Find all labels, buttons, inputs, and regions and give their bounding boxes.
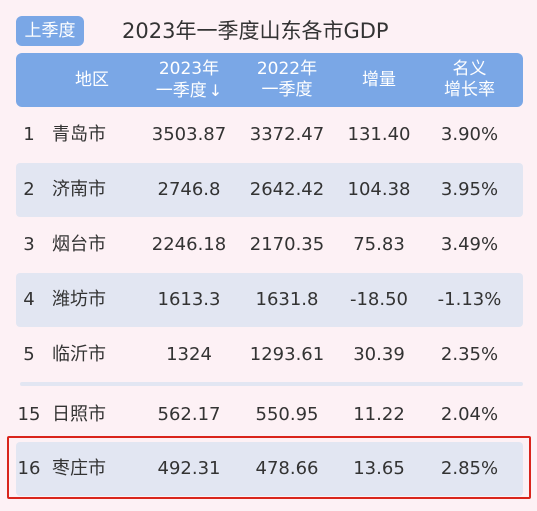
growth-rate-cell: 3.95%	[440, 179, 499, 200]
gdp-2023-cell: 2746.8	[157, 179, 221, 200]
gdp-2023-cell: 1324	[166, 344, 212, 365]
gdp-2022-cell: 3372.47	[249, 124, 325, 145]
increase-cell: 30.39	[353, 344, 405, 365]
header-2022-line2: 一季度	[261, 80, 313, 100]
increase-cell: 131.40	[347, 124, 411, 145]
table-row: 15 日照市 562.17 550.95 11.22 2.04%	[16, 388, 523, 442]
gdp-2022-cell: 478.66	[255, 458, 319, 479]
header-region[interactable]: 地区	[75, 69, 109, 90]
table-header: 地区 2023年 一季度 ↓ 2022年 一季度 增量 名义 增长率	[16, 53, 523, 107]
growth-rate-cell: 2.04%	[440, 404, 499, 425]
highlight-box	[7, 436, 531, 499]
growth-rate-cell: 3.90%	[440, 124, 499, 145]
header-2022-q1[interactable]: 2022年 一季度	[232, 53, 342, 107]
rank-cell: 1	[23, 124, 35, 145]
gdp-2023-cell: 2246.18	[151, 234, 227, 255]
gdp-2023-cell: 1613.3	[157, 289, 221, 310]
header-rate-line1: 名义	[452, 59, 487, 79]
city-cell: 烟台市	[52, 234, 106, 255]
table-row: 1 青岛市 3503.87 3372.47 131.40 3.90%	[16, 108, 523, 162]
header-growth-rate[interactable]: 名义 增长率	[416, 53, 523, 107]
table-row: 3 烟台市 2246.18 2170.35 75.83 3.49%	[16, 218, 523, 272]
rank-cell: 16	[17, 458, 41, 479]
rank-cell: 15	[17, 404, 41, 425]
gdp-2023-cell: 492.31	[157, 458, 221, 479]
page-title: 2023年一季度山东各市GDP	[122, 19, 389, 43]
growth-rate-cell: 3.49%	[440, 234, 499, 255]
city-cell: 济南市	[52, 179, 106, 200]
header-rate-line2: 增长率	[444, 80, 495, 100]
table-row: 4 潍坊市 1613.3 1631.8 -18.50 -1.13%	[16, 273, 523, 327]
rank-cell: 5	[23, 344, 35, 365]
city-cell: 枣庄市	[52, 458, 106, 479]
gdp-2022-cell: 550.95	[255, 404, 319, 425]
increase-cell: 104.38	[347, 179, 411, 200]
city-cell: 青岛市	[52, 124, 106, 145]
increase-cell: 11.22	[353, 404, 405, 425]
growth-rate-cell: 2.85%	[440, 458, 499, 479]
gdp-2022-cell: 1293.61	[249, 344, 325, 365]
period-badge[interactable]: 上季度	[16, 16, 84, 46]
increase-cell: 13.65	[353, 458, 405, 479]
header-2023-line2: 一季度	[155, 80, 207, 101]
city-cell: 临沂市	[52, 344, 106, 365]
rank-cell: 3	[23, 234, 35, 255]
header-2023-line1: 2023年	[158, 58, 220, 79]
gdp-2022-cell: 2642.42	[249, 179, 325, 200]
table-row: 5 临沂市 1324 1293.61 30.39 2.35%	[16, 328, 523, 382]
city-cell: 潍坊市	[52, 289, 106, 310]
rank-cell: 4	[23, 289, 35, 310]
rank-cell: 2	[23, 179, 35, 200]
gdp-2022-cell: 2170.35	[249, 234, 325, 255]
header-increase[interactable]: 增量	[362, 69, 396, 90]
header-2022-line1: 2022年	[256, 59, 318, 79]
growth-rate-cell: 2.35%	[440, 344, 499, 365]
growth-rate-cell: -1.13%	[437, 289, 502, 310]
row-divider	[20, 382, 523, 386]
header-2023-q1[interactable]: 2023年 一季度 ↓	[134, 53, 244, 107]
table-row: 2 济南市 2746.8 2642.42 104.38 3.95%	[16, 163, 523, 217]
gdp-2023-cell: 562.17	[157, 404, 221, 425]
gdp-2023-cell: 3503.87	[151, 124, 227, 145]
city-cell: 日照市	[52, 404, 106, 425]
table-row-highlighted: 16 枣庄市 492.31 478.66 13.65 2.85%	[16, 442, 523, 496]
sort-down-icon[interactable]: ↓	[208, 80, 223, 100]
increase-cell: 75.83	[353, 234, 405, 255]
increase-cell: -18.50	[349, 289, 409, 310]
gdp-2022-cell: 1631.8	[255, 289, 319, 310]
